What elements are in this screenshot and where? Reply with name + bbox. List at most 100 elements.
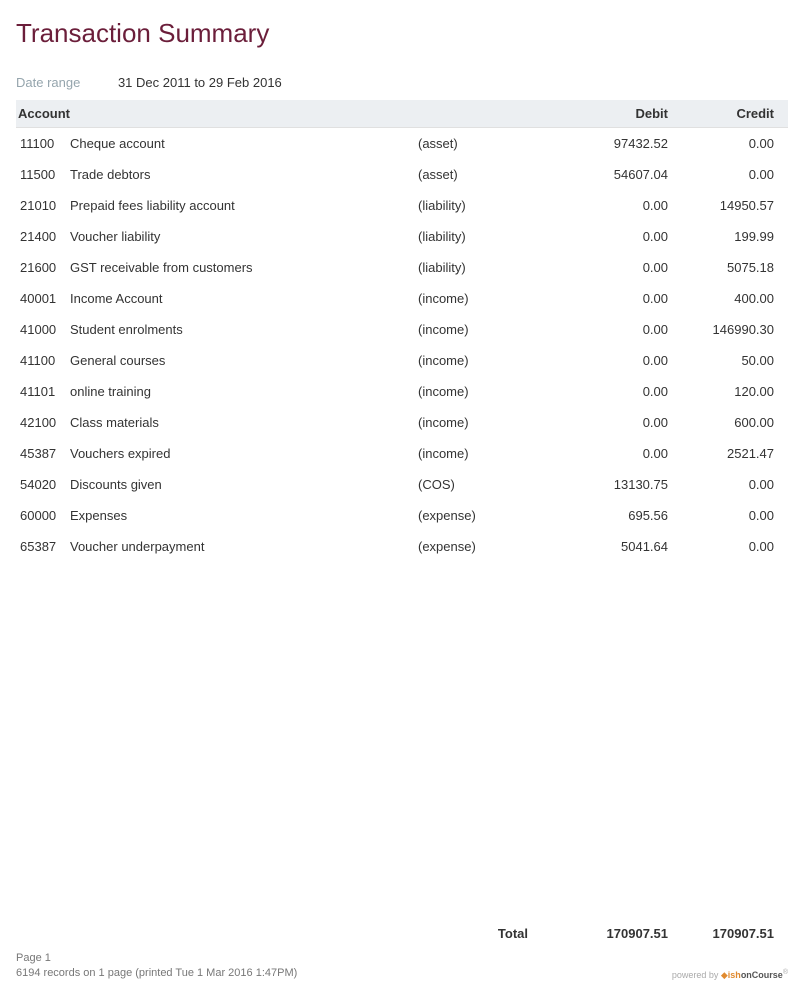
cell-debit: 0.00 (558, 260, 668, 275)
date-range: Date range 31 Dec 2011 to 29 Feb 2016 (16, 75, 788, 90)
cell-code: 21600 (18, 260, 70, 275)
cell-credit: 0.00 (668, 136, 780, 151)
cell-code: 40001 (18, 291, 70, 306)
cell-name: Cheque account (70, 136, 418, 151)
cell-name: General courses (70, 353, 418, 368)
cell-credit: 2521.47 (668, 446, 780, 461)
cell-debit: 0.00 (558, 384, 668, 399)
cell-name: Voucher liability (70, 229, 418, 244)
cell-type: (income) (418, 384, 558, 399)
cell-type: (liability) (418, 229, 558, 244)
table-row: 21010Prepaid fees liability account(liab… (16, 190, 788, 221)
cell-type: (liability) (418, 260, 558, 275)
table-row: 40001Income Account(income)0.00400.00 (16, 283, 788, 314)
cell-debit: 13130.75 (558, 477, 668, 492)
cell-type: (income) (418, 322, 558, 337)
cell-code: 21400 (18, 229, 70, 244)
cell-code: 60000 (18, 508, 70, 523)
cell-credit: 0.00 (668, 539, 780, 554)
table-row: 60000Expenses(expense)695.560.00 (16, 500, 788, 531)
cell-debit: 0.00 (558, 415, 668, 430)
cell-credit: 400.00 (668, 291, 780, 306)
cell-credit: 5075.18 (668, 260, 780, 275)
cell-name: Discounts given (70, 477, 418, 492)
cell-code: 41000 (18, 322, 70, 337)
cell-type: (asset) (418, 136, 558, 151)
footer: Page 1 6194 records on 1 page (printed T… (16, 951, 788, 981)
cell-debit: 97432.52 (558, 136, 668, 151)
reg-mark: ® (783, 969, 788, 976)
total-credit: 170907.51 (668, 926, 780, 941)
cell-code: 41101 (18, 384, 70, 399)
cell-type: (expense) (418, 539, 558, 554)
table-body: 11100Cheque account(asset)97432.520.0011… (16, 128, 788, 562)
total-debit: 170907.51 (558, 926, 668, 941)
table-row: 41000Student enrolments(income)0.0014699… (16, 314, 788, 345)
cell-name: Vouchers expired (70, 446, 418, 461)
cell-code: 11100 (18, 136, 70, 151)
cell-debit: 0.00 (558, 229, 668, 244)
cell-name: GST receivable from customers (70, 260, 418, 275)
cell-debit: 0.00 (558, 198, 668, 213)
table-header: Account Debit Credit (16, 100, 788, 128)
cell-credit: 146990.30 (668, 322, 780, 337)
table-row: 41101online training(income)0.00120.00 (16, 376, 788, 407)
table-row: 21400Voucher liability(liability)0.00199… (16, 221, 788, 252)
cell-code: 65387 (18, 539, 70, 554)
powered-by-label: powered by (672, 970, 719, 980)
cell-type: (income) (418, 353, 558, 368)
cell-credit: 120.00 (668, 384, 780, 399)
cell-type: (income) (418, 446, 558, 461)
cell-credit: 50.00 (668, 353, 780, 368)
table-row: 65387Voucher underpayment(expense)5041.6… (16, 531, 788, 562)
diamond-icon: ◆ (721, 970, 728, 980)
table-row: 11500Trade debtors(asset)54607.040.00 (16, 159, 788, 190)
cell-type: (income) (418, 291, 558, 306)
cell-debit: 0.00 (558, 291, 668, 306)
total-label: Total (18, 926, 558, 941)
cell-name: Expenses (70, 508, 418, 523)
cell-name: Income Account (70, 291, 418, 306)
page-title: Transaction Summary (16, 18, 788, 49)
cell-code: 42100 (18, 415, 70, 430)
cell-debit: 0.00 (558, 446, 668, 461)
cell-name: Prepaid fees liability account (70, 198, 418, 213)
cell-credit: 0.00 (668, 508, 780, 523)
cell-credit: 0.00 (668, 167, 780, 182)
table-row: 45387Vouchers expired(income)0.002521.47 (16, 438, 788, 469)
brand-ish: ish (728, 970, 741, 980)
cell-credit: 199.99 (668, 229, 780, 244)
column-account: Account (18, 106, 418, 121)
cell-debit: 695.56 (558, 508, 668, 523)
cell-type: (COS) (418, 477, 558, 492)
date-range-value: 31 Dec 2011 to 29 Feb 2016 (118, 75, 282, 90)
cell-name: Student enrolments (70, 322, 418, 337)
cell-code: 11500 (18, 167, 70, 182)
column-debit: Debit (558, 106, 668, 121)
footer-records: 6194 records on 1 page (printed Tue 1 Ma… (16, 966, 297, 981)
table-row: 11100Cheque account(asset)97432.520.00 (16, 128, 788, 159)
total-row: Total 170907.51 170907.51 (16, 926, 788, 941)
cell-code: 54020 (18, 477, 70, 492)
cell-debit: 5041.64 (558, 539, 668, 554)
table-row: 42100Class materials(income)0.00600.00 (16, 407, 788, 438)
date-range-label: Date range (16, 75, 80, 90)
cell-name: Class materials (70, 415, 418, 430)
cell-code: 45387 (18, 446, 70, 461)
cell-debit: 0.00 (558, 322, 668, 337)
brand-oncourse: onCourse (741, 970, 783, 980)
cell-name: Trade debtors (70, 167, 418, 182)
cell-code: 41100 (18, 353, 70, 368)
table-row: 54020Discounts given(COS)13130.750.00 (16, 469, 788, 500)
cell-code: 21010 (18, 198, 70, 213)
cell-credit: 14950.57 (668, 198, 780, 213)
column-credit: Credit (668, 106, 780, 121)
cell-type: (expense) (418, 508, 558, 523)
cell-debit: 54607.04 (558, 167, 668, 182)
cell-name: Voucher underpayment (70, 539, 418, 554)
cell-credit: 600.00 (668, 415, 780, 430)
cell-type: (liability) (418, 198, 558, 213)
table-row: 21600GST receivable from customers(liabi… (16, 252, 788, 283)
cell-type: (income) (418, 415, 558, 430)
footer-right: powered by ◆ishonCourse® (672, 968, 788, 981)
